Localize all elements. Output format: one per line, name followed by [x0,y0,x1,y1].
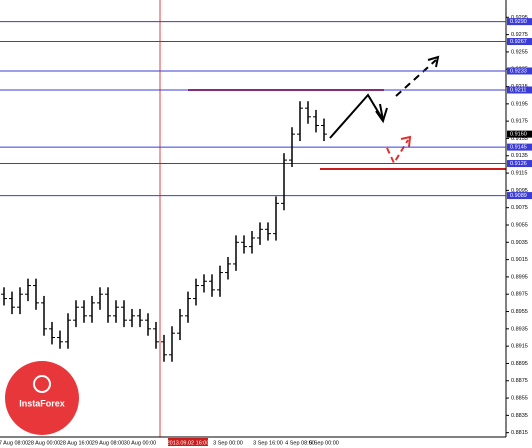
y-tick-label: 0.9015 [511,257,528,263]
y-tick-label: 0.9055 [511,222,528,228]
x-tick-label: 28 Aug 00:00 [28,440,60,446]
level-tag [507,192,532,200]
level-label: 0.9267 [510,39,527,45]
x-tick-label: 29 Aug 08:00 [92,440,124,446]
y-tick-label: 0.8955 [511,309,528,315]
price-tag [507,130,532,138]
x-tick-label: 4 Sep 08:00 [285,440,315,446]
alt-forecast-arrow [386,139,409,166]
level-label: 0.9126 [510,161,527,167]
level-tag [507,18,532,26]
level-tag [507,86,532,94]
y-tick-label: 0.9095 [511,188,528,194]
forecast-dashed-arrow [395,59,437,97]
level-tag [507,160,532,168]
y-tick-label: 0.9175 [511,119,528,125]
x-tick-label: 28 Aug 16:00 [60,440,92,446]
logo-icon [33,375,51,393]
level-label: 0.9290 [510,19,527,25]
y-tick-label: 0.8835 [511,413,528,419]
y-tick-label: 0.9075 [511,205,528,211]
y-tick-label: 0.8815 [511,430,528,436]
logo-text: InstaForex [19,398,65,408]
y-tick-label: 0.9255 [511,49,528,55]
y-tick-label: 0.8915 [511,344,528,350]
y-tick-label: 0.8855 [511,396,528,402]
x-tick-label: 3 Sep 16:00 [253,440,283,446]
y-tick-label: 0.9135 [511,153,528,159]
level-tag [507,143,532,151]
forecast-dashed-arrow-head [427,55,440,68]
y-tick-label: 0.8935 [511,326,528,332]
level-label: 0.9211 [510,87,526,93]
y-tick-label: 0.9295 [511,15,528,21]
level-tag [507,67,532,75]
y-tick-label: 0.9035 [511,240,528,246]
y-tick-label: 0.9275 [511,32,528,38]
alt-forecast-arrow-head [400,135,412,148]
x-cursor-tag [168,438,208,446]
y-tick-label: 0.8895 [511,361,528,367]
x-tick-label: 2013.09.02 16:00 [167,440,210,446]
y-tick-label: 0.8875 [511,378,528,384]
x-tick-label: 3 Sep 00:00 [213,440,243,446]
level-label: 0.9145 [510,145,527,151]
x-tick-label: 30 Aug 00:00 [124,440,156,446]
level-label: 0.9089 [510,193,527,199]
y-tick-label: 0.8975 [511,292,528,298]
y-tick-label: 0.9195 [511,101,528,107]
x-tick-label: 27 Aug 08:00 [0,440,28,446]
x-tick-label: 5 Sep 00:00 [309,440,339,446]
level-tag [507,38,532,46]
y-tick-label: 0.9115 [511,171,527,177]
y-tick-label: 0.9155 [511,136,528,142]
level-label: 0.9233 [510,68,527,74]
price-label: 0.9160 [510,132,527,138]
forecast-arrow [329,93,384,139]
forecast-arrow-head [375,107,388,124]
logo-badge [5,361,79,435]
y-tick-label: 0.8995 [511,274,528,280]
